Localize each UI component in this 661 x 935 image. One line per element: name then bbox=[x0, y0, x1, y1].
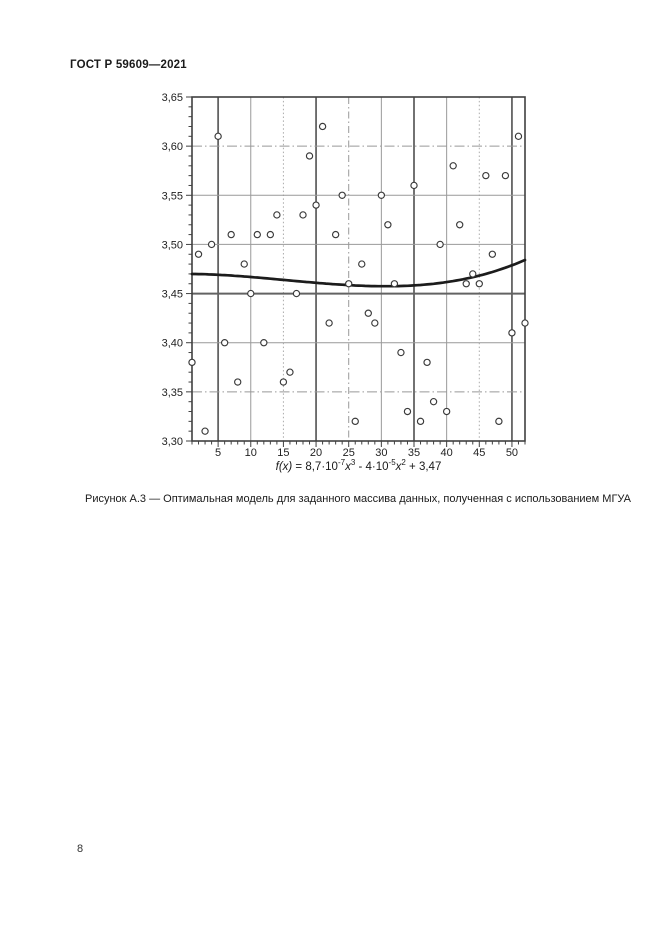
data-point bbox=[508, 329, 516, 337]
trend-curve bbox=[190, 258, 527, 288]
y-tick-label: 3,55 bbox=[162, 190, 183, 202]
data-point bbox=[240, 260, 248, 268]
data-point bbox=[247, 289, 255, 298]
y-tick-label: 3,50 bbox=[162, 239, 183, 251]
data-point bbox=[318, 122, 327, 131]
data-point bbox=[214, 132, 222, 140]
data-point bbox=[227, 230, 235, 239]
data-point bbox=[331, 230, 340, 239]
formula-token: -5 bbox=[388, 458, 396, 468]
y-tick-label: 3,45 bbox=[162, 289, 183, 301]
data-point bbox=[482, 171, 490, 180]
formula-token: 2 bbox=[401, 458, 406, 468]
x-tick-label: 20 bbox=[310, 447, 322, 459]
data-point bbox=[338, 191, 346, 199]
x-tick-label: 50 bbox=[506, 447, 518, 459]
formula-token: -7 bbox=[337, 458, 346, 468]
data-point bbox=[521, 319, 529, 327]
formula-token: x bbox=[395, 461, 402, 473]
data-point bbox=[423, 358, 431, 367]
data-point bbox=[462, 280, 470, 288]
y-tick-label: 3,60 bbox=[162, 141, 183, 153]
figure-caption: Рисунок А.3 — Оптимальная модель для зад… bbox=[85, 493, 631, 505]
data-point bbox=[286, 368, 294, 376]
data-point bbox=[358, 260, 366, 268]
data-point bbox=[495, 417, 503, 426]
data-point bbox=[299, 211, 307, 219]
x-tick-label: 15 bbox=[277, 447, 289, 459]
data-point bbox=[429, 398, 438, 406]
data-point bbox=[188, 358, 196, 367]
data-point bbox=[253, 230, 261, 239]
formula-token: f(x) bbox=[275, 461, 293, 473]
data-point bbox=[449, 162, 457, 170]
data-point bbox=[436, 240, 444, 249]
x-tick-label: 30 bbox=[375, 447, 387, 459]
data-point bbox=[325, 319, 333, 327]
data-point bbox=[390, 280, 399, 288]
data-point bbox=[371, 319, 379, 327]
data-point bbox=[279, 378, 288, 386]
data-point bbox=[266, 230, 275, 239]
data-point bbox=[345, 280, 353, 288]
data-point bbox=[292, 289, 301, 298]
data-point bbox=[397, 348, 405, 357]
data-point bbox=[384, 221, 392, 229]
x-tick-label: 40 bbox=[441, 447, 453, 459]
data-point bbox=[312, 201, 320, 209]
data-point bbox=[351, 417, 359, 426]
data-point bbox=[201, 427, 209, 435]
y-tick-label: 3,30 bbox=[162, 436, 183, 448]
formula-token: - 4·10 bbox=[355, 461, 389, 473]
formula-token: + 3,47 bbox=[405, 461, 442, 473]
data-point bbox=[364, 309, 372, 317]
data-point bbox=[220, 339, 229, 347]
x-tick-label: 45 bbox=[473, 447, 485, 459]
data-point bbox=[377, 191, 386, 199]
x-tick-label: 35 bbox=[408, 447, 420, 459]
figure-chart: 5 10 15 20 25 30 35 40 45 50 3,65 3,60 3,55 3,50 3,45 3… bbox=[162, 92, 529, 459]
data-point bbox=[403, 407, 412, 416]
formula-token: 3 bbox=[350, 458, 356, 468]
y-tick-label: 3,40 bbox=[162, 338, 183, 350]
data-point bbox=[475, 280, 483, 288]
data-point bbox=[514, 132, 523, 140]
y-tick-label: 3,35 bbox=[162, 387, 183, 399]
x-tick-label: 25 bbox=[343, 447, 355, 459]
page-number: 8 bbox=[77, 843, 84, 855]
data-point bbox=[442, 407, 451, 416]
data-point bbox=[410, 181, 418, 190]
data-point bbox=[501, 171, 510, 180]
x-tick-label: 10 bbox=[245, 447, 257, 459]
document-header: ГОСТ Р 59609—2021 bbox=[70, 59, 187, 71]
data-point bbox=[416, 417, 425, 426]
data-point bbox=[194, 250, 203, 258]
data-point bbox=[305, 152, 314, 160]
data-point bbox=[234, 378, 242, 386]
plot-frame bbox=[191, 96, 526, 442]
x-tick-label: 5 bbox=[215, 447, 221, 459]
data-point bbox=[260, 339, 268, 347]
data-point bbox=[207, 240, 216, 249]
formula-token: x bbox=[345, 461, 351, 473]
data-point bbox=[469, 270, 477, 278]
y-tick-label: 3,65 bbox=[162, 92, 183, 104]
data-point bbox=[456, 221, 464, 229]
formula-token: = 8,7·10 bbox=[292, 461, 338, 473]
model-formula: f(x) = 8,7·10-7x3 - 4·10-5x2 + 3,47 bbox=[192, 458, 525, 473]
data-point bbox=[488, 250, 497, 258]
data-point bbox=[273, 211, 281, 219]
